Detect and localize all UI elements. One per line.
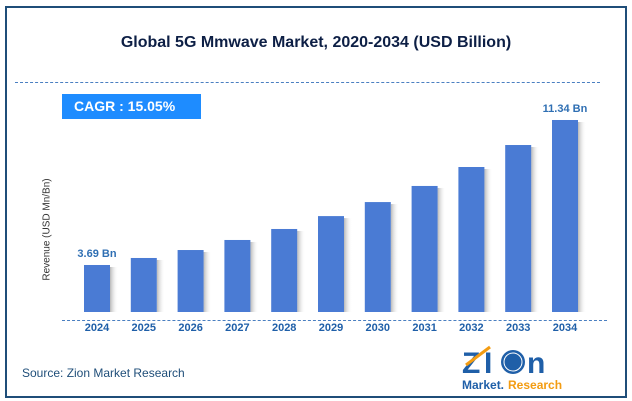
x-tick-label: 2031	[412, 322, 436, 334]
bar-shadow	[156, 259, 165, 312]
bar-shadow	[578, 121, 586, 313]
cagr-badge: CAGR : 15.05%	[62, 94, 201, 119]
x-tick-label: 2026	[178, 322, 202, 334]
bar-2030	[364, 202, 391, 312]
x-tick-label: 2030	[366, 322, 390, 334]
bar-2033	[505, 145, 532, 312]
bar-2031	[411, 185, 438, 312]
x-tick-label: 2032	[459, 322, 483, 334]
bar-shadow	[250, 241, 259, 312]
data-label: 11.34 Bn	[543, 103, 588, 115]
x-tick-label: 2034	[553, 322, 578, 334]
bar-2027	[224, 239, 251, 312]
bar-2024	[84, 264, 110, 312]
svg-text:n: n	[527, 347, 545, 380]
bar-2028	[271, 228, 298, 312]
x-tick-label: 2029	[319, 322, 343, 334]
bar-shadow	[390, 204, 399, 312]
bar-2034	[552, 119, 578, 313]
title-divider	[15, 82, 600, 83]
svg-text:I: I	[484, 347, 492, 380]
frame-border	[5, 6, 627, 398]
bar-shadow	[297, 230, 306, 312]
bar-shadow	[437, 187, 446, 312]
x-tick-label: 2025	[132, 322, 156, 334]
bar-shadow	[110, 266, 118, 312]
bar-2032	[458, 167, 485, 312]
bar-shadow	[344, 218, 352, 312]
zion-logo: Z I n Market. Research	[462, 345, 562, 392]
bar-shadow	[531, 147, 540, 312]
x-axis-line	[62, 320, 607, 321]
bar-shadow	[203, 252, 212, 312]
bar-shadow	[484, 169, 493, 312]
bar-2025	[130, 257, 157, 312]
svg-text:Z: Z	[462, 347, 480, 380]
chart-title: Global 5G Mmwave Market, 2020-2034 (USD …	[120, 34, 512, 51]
x-tick-label: 2024	[85, 322, 110, 334]
bar-2029	[318, 216, 344, 312]
svg-text:Research: Research	[508, 378, 562, 392]
bar-2026	[177, 250, 204, 312]
svg-text:Market.: Market.	[462, 378, 504, 392]
data-label: 3.69 Bn	[77, 248, 116, 260]
x-tick-label: 2028	[272, 322, 296, 334]
x-tick-label: 2027	[225, 322, 249, 334]
source-note: Source: Zion Market Research	[22, 366, 185, 380]
x-tick-label: 2033	[506, 322, 530, 334]
